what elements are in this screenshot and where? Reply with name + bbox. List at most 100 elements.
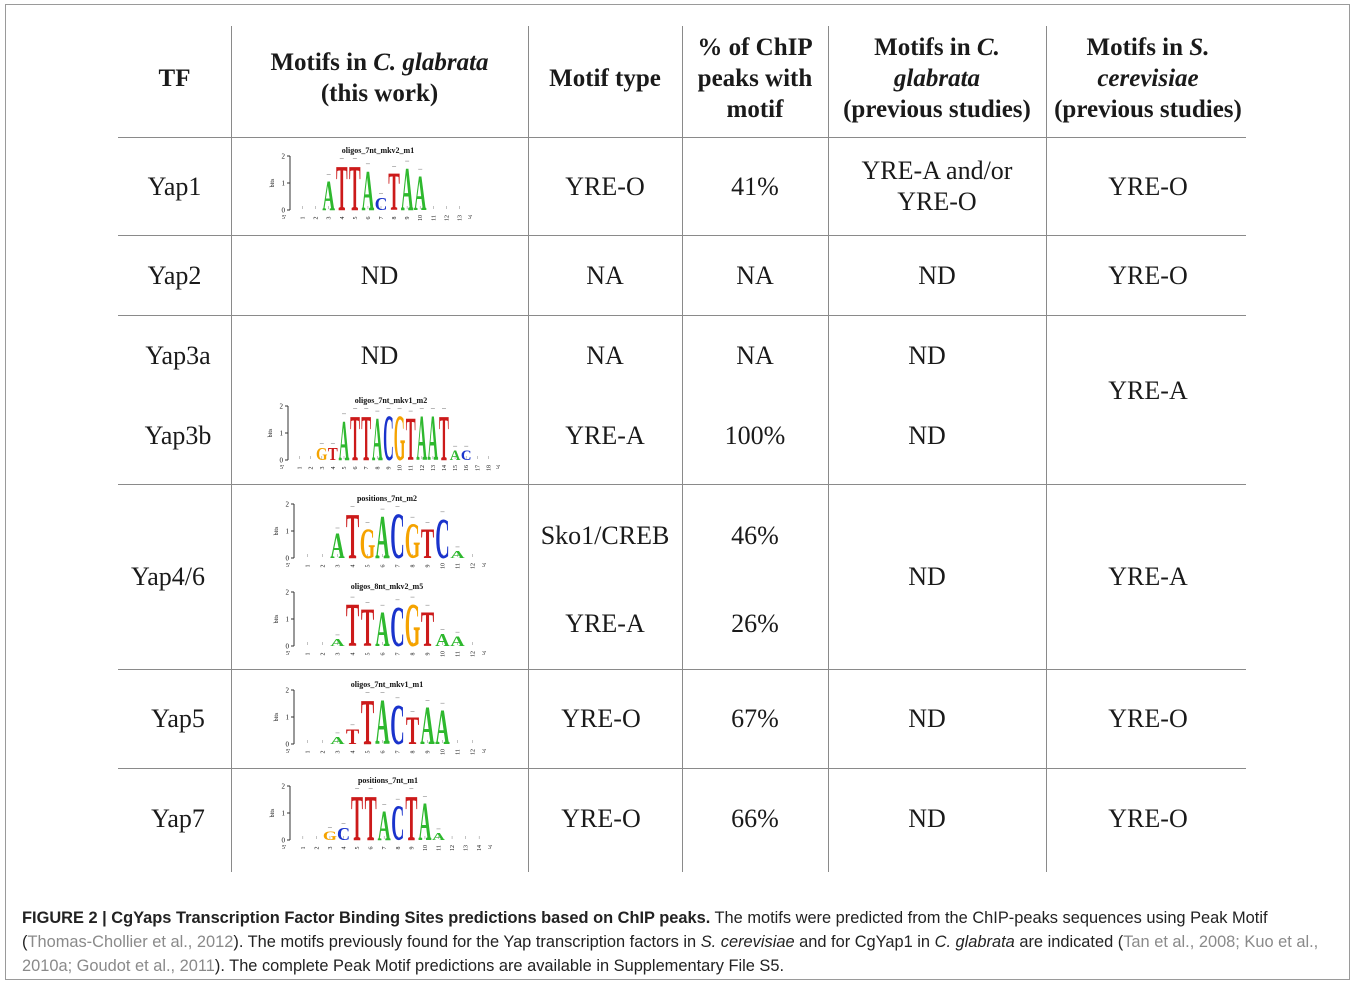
logo-position-label: 8 [396, 847, 402, 850]
logo-position-label: 7 [396, 751, 402, 754]
logo-position-label: 7 [379, 217, 385, 220]
logo-position-label: 13 [431, 465, 437, 471]
logo-letter: T [346, 591, 359, 660]
logo-position-label: 2 [314, 217, 320, 220]
logo-position-label: 12 [420, 465, 426, 471]
logo-letter: A [322, 172, 335, 221]
logo-y-tick-label: 0 [282, 207, 286, 215]
logo-position-label: 12 [471, 563, 477, 569]
logo-letter: T [336, 153, 348, 225]
tf-yap7: Yap7 [151, 803, 205, 833]
motif-logo-yap1: oligos_7nt_mkv2_m1 0 1 2 bits 5' 1 2 3 A 4 T 5 T 6 A 7 C 8… [268, 146, 478, 230]
logo-y-label: bits [274, 712, 280, 721]
logo-letter: A [401, 154, 414, 223]
type-yap46-a: Sko1/CREB [540, 520, 670, 550]
logo-y-tick-label: 2 [282, 783, 286, 791]
logo-y-tick-label: 1 [286, 616, 290, 624]
logo-y-tick-label: 1 [280, 430, 284, 438]
logo-letter: C [391, 796, 404, 852]
caption-label: FIGURE 2 | CgYaps Transcription Factor B… [22, 909, 711, 927]
logo-position-label: 6 [369, 847, 375, 850]
logo-five-prime: 5' [286, 651, 290, 657]
logo-position-label: 9 [426, 751, 432, 754]
logo-position-label: 12 [471, 651, 477, 657]
motif-logo-yap5: oligos_7nt_mkv1_m1 0 1 2 bits 5' 1 2 3 A 4 T 5 T 6 A 7 C 8… [272, 680, 492, 764]
logo-position-label: 12 [450, 845, 456, 851]
logo-position-label: 9 [405, 217, 411, 220]
pct-yap1: 41% [731, 171, 779, 201]
logo-position-label: 8 [411, 565, 417, 568]
logo-letter: T [361, 597, 374, 658]
logo-position-label: 10 [398, 465, 404, 471]
logo-letter: T [351, 783, 363, 855]
logo-title: oligos_7nt_mkv1_m2 [355, 396, 427, 405]
logo-letter: A [375, 687, 389, 759]
logo-letter: T [346, 724, 359, 749]
logo-y-tick-label: 2 [282, 153, 286, 161]
logo-three-prime: 3' [482, 563, 486, 569]
logo-position-label: 6 [353, 467, 359, 470]
logo-position-label: 6 [381, 653, 387, 656]
motif-yap3a: ND [360, 340, 399, 370]
header-pct: % of ChIP peaks with motif [697, 33, 813, 123]
logo-letter: G [360, 521, 376, 569]
figure-caption: FIGURE 2 | CgYaps Transcription Factor B… [22, 909, 1319, 975]
logo-position-label: 5 [366, 751, 372, 754]
logo-position-label: 10 [441, 749, 447, 755]
logo-position-label: 3 [328, 847, 334, 850]
logo-position-label: 3 [320, 467, 326, 470]
logo-three-prime: 3' [482, 749, 486, 755]
tf-yap46: Yap4/6 [131, 562, 205, 591]
header-motifs-cg: Motifs in C. glabrata (this work) [270, 49, 489, 107]
logo-position-label: 4 [351, 751, 357, 754]
logo-position-label: 18 [486, 465, 492, 471]
motif-logo-yap7: positions_7nt_m1 0 1 2 bits 5' 1 2 3 G 4 C 5 T 6 T 7 A 8 C 9… [268, 776, 498, 860]
logo-three-prime: 3' [488, 845, 492, 851]
type-yap3b: YRE-A [565, 420, 645, 450]
header-tf: TF [158, 64, 191, 92]
logo-position-label: 9 [426, 565, 432, 568]
logo-letter: T [346, 501, 359, 573]
logo-position-label: 4 [342, 847, 348, 850]
logo-position-label: 3 [336, 565, 342, 568]
prev-cg-yap46: ND [908, 562, 946, 591]
pct-yap3a: NA [736, 340, 774, 370]
type-yap7: YRE-O [561, 803, 641, 833]
logo-letter: A [428, 403, 439, 475]
logo-letter: A [420, 695, 435, 756]
logo-position-label: 11 [456, 563, 462, 569]
logo-position-label: 13 [457, 215, 463, 221]
logo-position-label: 7 [382, 847, 388, 850]
logo-letter: G [323, 829, 337, 843]
logo-y-tick-label: 0 [286, 555, 290, 563]
logo-y-tick-label: 0 [286, 643, 290, 651]
logo-letter: C [390, 693, 404, 757]
tf-yap3a: Yap3a [145, 340, 211, 370]
logo-letter: A [416, 403, 427, 475]
logo-letter: A [372, 405, 383, 474]
logo-position-label: 11 [456, 749, 462, 755]
logo-letter: G [405, 591, 421, 660]
logo-letter: A [362, 160, 375, 224]
prev-sc-yap2: YRE-O [1108, 260, 1188, 290]
logo-position-label: 11 [409, 465, 415, 471]
logo-y-tick-label: 2 [286, 501, 290, 509]
col-rule [828, 26, 829, 872]
header-prev-sc: Motifs in S. cerevisiae (previous studies) [1054, 33, 1242, 123]
header-motif-type: Motif type [549, 64, 661, 92]
prev-cg-yap3a: ND [908, 340, 946, 370]
logo-three-prime: 3' [482, 651, 486, 657]
logo-position-label: 1 [306, 565, 312, 568]
logo-position-label: 17 [475, 465, 481, 471]
logo-position-label: 5 [366, 565, 372, 568]
logo-position-label: 8 [411, 751, 417, 754]
citation-link[interactable]: Tan et al., 2008; Kuo et al., 2010a; Gou… [22, 933, 1319, 975]
logo-position-label: 11 [431, 215, 437, 221]
col-rule [231, 26, 232, 872]
motif-yap2: ND [360, 260, 399, 290]
citation-link[interactable]: Thomas-Chollier et al., 2012 [27, 933, 234, 951]
logo-position-label: 4 [351, 653, 357, 656]
logo-title: positions_7nt_m1 [358, 776, 418, 785]
logo-letter: T [361, 403, 371, 475]
logo-letter: T [361, 687, 374, 759]
